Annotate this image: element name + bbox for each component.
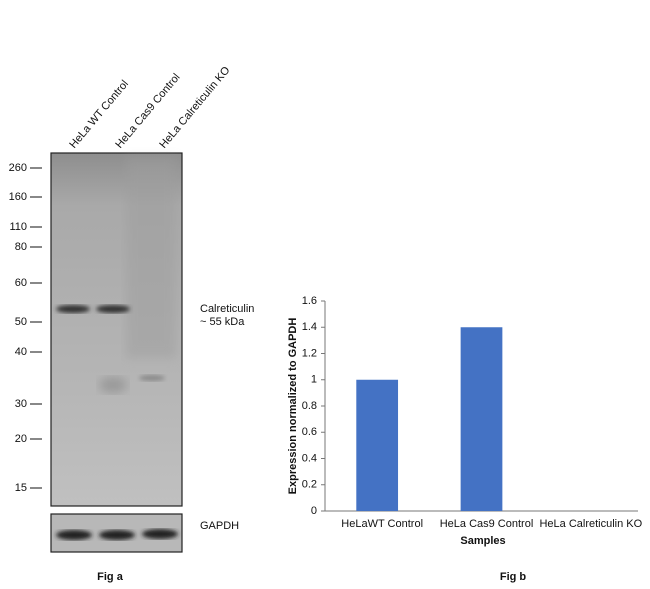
band [99,530,135,540]
y-tick-label: 1.4 [302,321,317,333]
blot-smear [126,158,176,358]
band [96,305,130,313]
x-tick-label: HeLa Calreticulin KO [539,518,642,530]
marker-label: 20 [15,433,27,445]
bar [356,379,399,511]
band [142,529,178,539]
marker-label: 110 [9,221,27,233]
x-tick-label: HeLaWT Control [341,518,423,530]
caption: Fig a [97,571,124,583]
y-tick-label: 0.6 [302,426,317,438]
marker-label: 260 [9,162,27,174]
y-tick-label: 0.2 [302,479,317,491]
x-tick-label: HeLa Cas9 Control [440,518,534,530]
band [56,530,92,540]
marker-label: 80 [15,241,27,253]
band-label: Calreticulin [200,303,254,315]
marker-label: 30 [15,398,27,410]
y-axis-label: Expression normalized to GAPDH [287,318,299,495]
marker-label: 40 [15,346,27,358]
band-size: ~ 55 kDa [200,316,245,328]
y-tick-label: 1.6 [302,295,317,307]
band [99,377,127,393]
caption: Fig b [500,571,527,583]
marker-label: 160 [9,191,27,203]
band [56,305,90,313]
y-tick-label: 0.4 [302,452,317,464]
marker-label: 50 [15,316,27,328]
marker-label: 15 [15,482,27,494]
loading-control-label: GAPDH [200,520,239,532]
bar [460,327,503,511]
y-tick-label: 1.2 [302,347,317,359]
y-tick-label: 1 [311,374,317,386]
marker-label: 60 [15,277,27,289]
band [139,375,165,381]
x-axis-label: Samples [460,535,505,547]
y-tick-label: 0.8 [302,400,317,412]
y-tick-label: 0 [311,505,317,517]
